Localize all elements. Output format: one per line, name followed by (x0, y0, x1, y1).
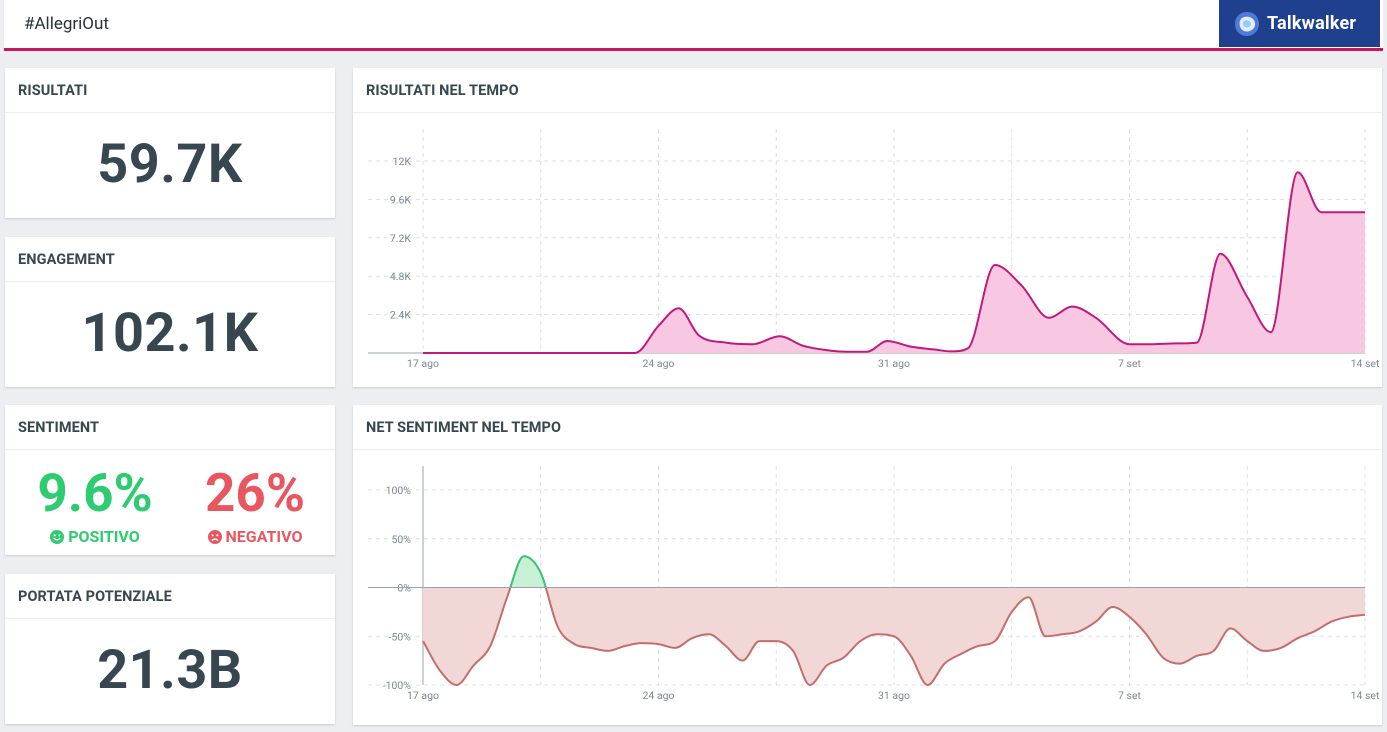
results-chart-title: RISULTATI NEL TEMPO (353, 68, 1382, 113)
sentiment-title: SENTIMENT (5, 405, 335, 450)
y-tick-label: -50% (389, 630, 412, 643)
reach-card: PORTATA POTENZIALE 21.3B (5, 574, 335, 724)
top-bar: #AllegriOut Talkwalker (4, 0, 1383, 51)
sentiment-card: SENTIMENT 9.6% POSITIVO 26% NEGATIVO (5, 405, 335, 555)
negative-label: NEGATIVO (225, 527, 303, 546)
positive-area-fill (423, 556, 1365, 588)
search-query[interactable]: #AllegriOut (24, 14, 109, 34)
positive-value: 9.6% (37, 462, 153, 524)
x-tick-label: 7 set (1118, 689, 1141, 702)
results-title: RISULTATI (5, 68, 335, 113)
x-tick-label: 24 ago (642, 357, 674, 370)
sentiment-chart-title: NET SENTIMENT NEL TEMPO (353, 405, 1382, 450)
reach-title: PORTATA POTENZIALE (5, 574, 335, 619)
results-value: 59.7K (97, 133, 243, 196)
negative-value: 26% (205, 462, 305, 524)
negative-sentiment-line (422, 587, 1366, 687)
talkwalker-logo-icon (1235, 11, 1259, 36)
x-tick-label: 14 set (1351, 357, 1380, 370)
x-tick-label: 17 ago (407, 689, 439, 702)
results-chart-card: RISULTATI NEL TEMPO 2.4K 4.8K 7.2K 9.6K 12K 1… (353, 68, 1382, 387)
results-line (423, 171, 1365, 354)
brand-name: Talkwalker (1267, 13, 1357, 34)
results-card: RISULTATI 59.7K (5, 68, 335, 218)
x-tick-label: 14 set (1351, 689, 1380, 702)
x-tick-label: 17 ago (407, 357, 439, 370)
positive-label: POSITIVO (68, 527, 140, 546)
results-area-fill (423, 172, 1365, 353)
y-tick-label: 9.6K (390, 193, 412, 206)
y-tick-label: -100% (383, 679, 412, 692)
x-tick-label: 31 ago (878, 689, 910, 702)
sentiment-chart-card: NET SENTIMENT NEL TEMPO -100% -50% 0% 50% 10… (353, 405, 1382, 725)
y-tick-label: 50% (392, 533, 412, 546)
brand-logo[interactable]: Talkwalker (1219, 0, 1380, 47)
reach-value: 21.3B (97, 639, 243, 702)
y-tick-label: 4.8K (390, 270, 412, 283)
engagement-card: ENGAGEMENT 102.1K (5, 237, 335, 387)
x-tick-label: 7 set (1118, 357, 1141, 370)
y-tick-label: 12K (393, 155, 412, 168)
x-tick-label: 24 ago (642, 689, 674, 702)
negative-area-fill (423, 587, 1365, 685)
y-tick-label: 100% (386, 484, 412, 497)
x-tick-label: 31 ago (878, 357, 910, 370)
y-tick-label: 2.4K (390, 309, 412, 322)
engagement-title: ENGAGEMENT (5, 237, 335, 282)
sentiment-negative: 26% NEGATIVO (185, 465, 325, 546)
sentiment-positive: 9.6% POSITIVO (25, 465, 165, 546)
frown-icon (207, 529, 222, 544)
results-chart: 2.4K 4.8K 7.2K 9.6K 12K 17 ago 24 ago 31 ago 7 s… (368, 129, 1380, 370)
sentiment-chart: -100%-50%0%50%100%17 ago 24 ago 31 ago 7 se… (368, 466, 1380, 702)
y-tick-label: 7.2K (390, 232, 412, 245)
smile-icon (50, 529, 65, 544)
engagement-value: 102.1K (81, 302, 259, 365)
